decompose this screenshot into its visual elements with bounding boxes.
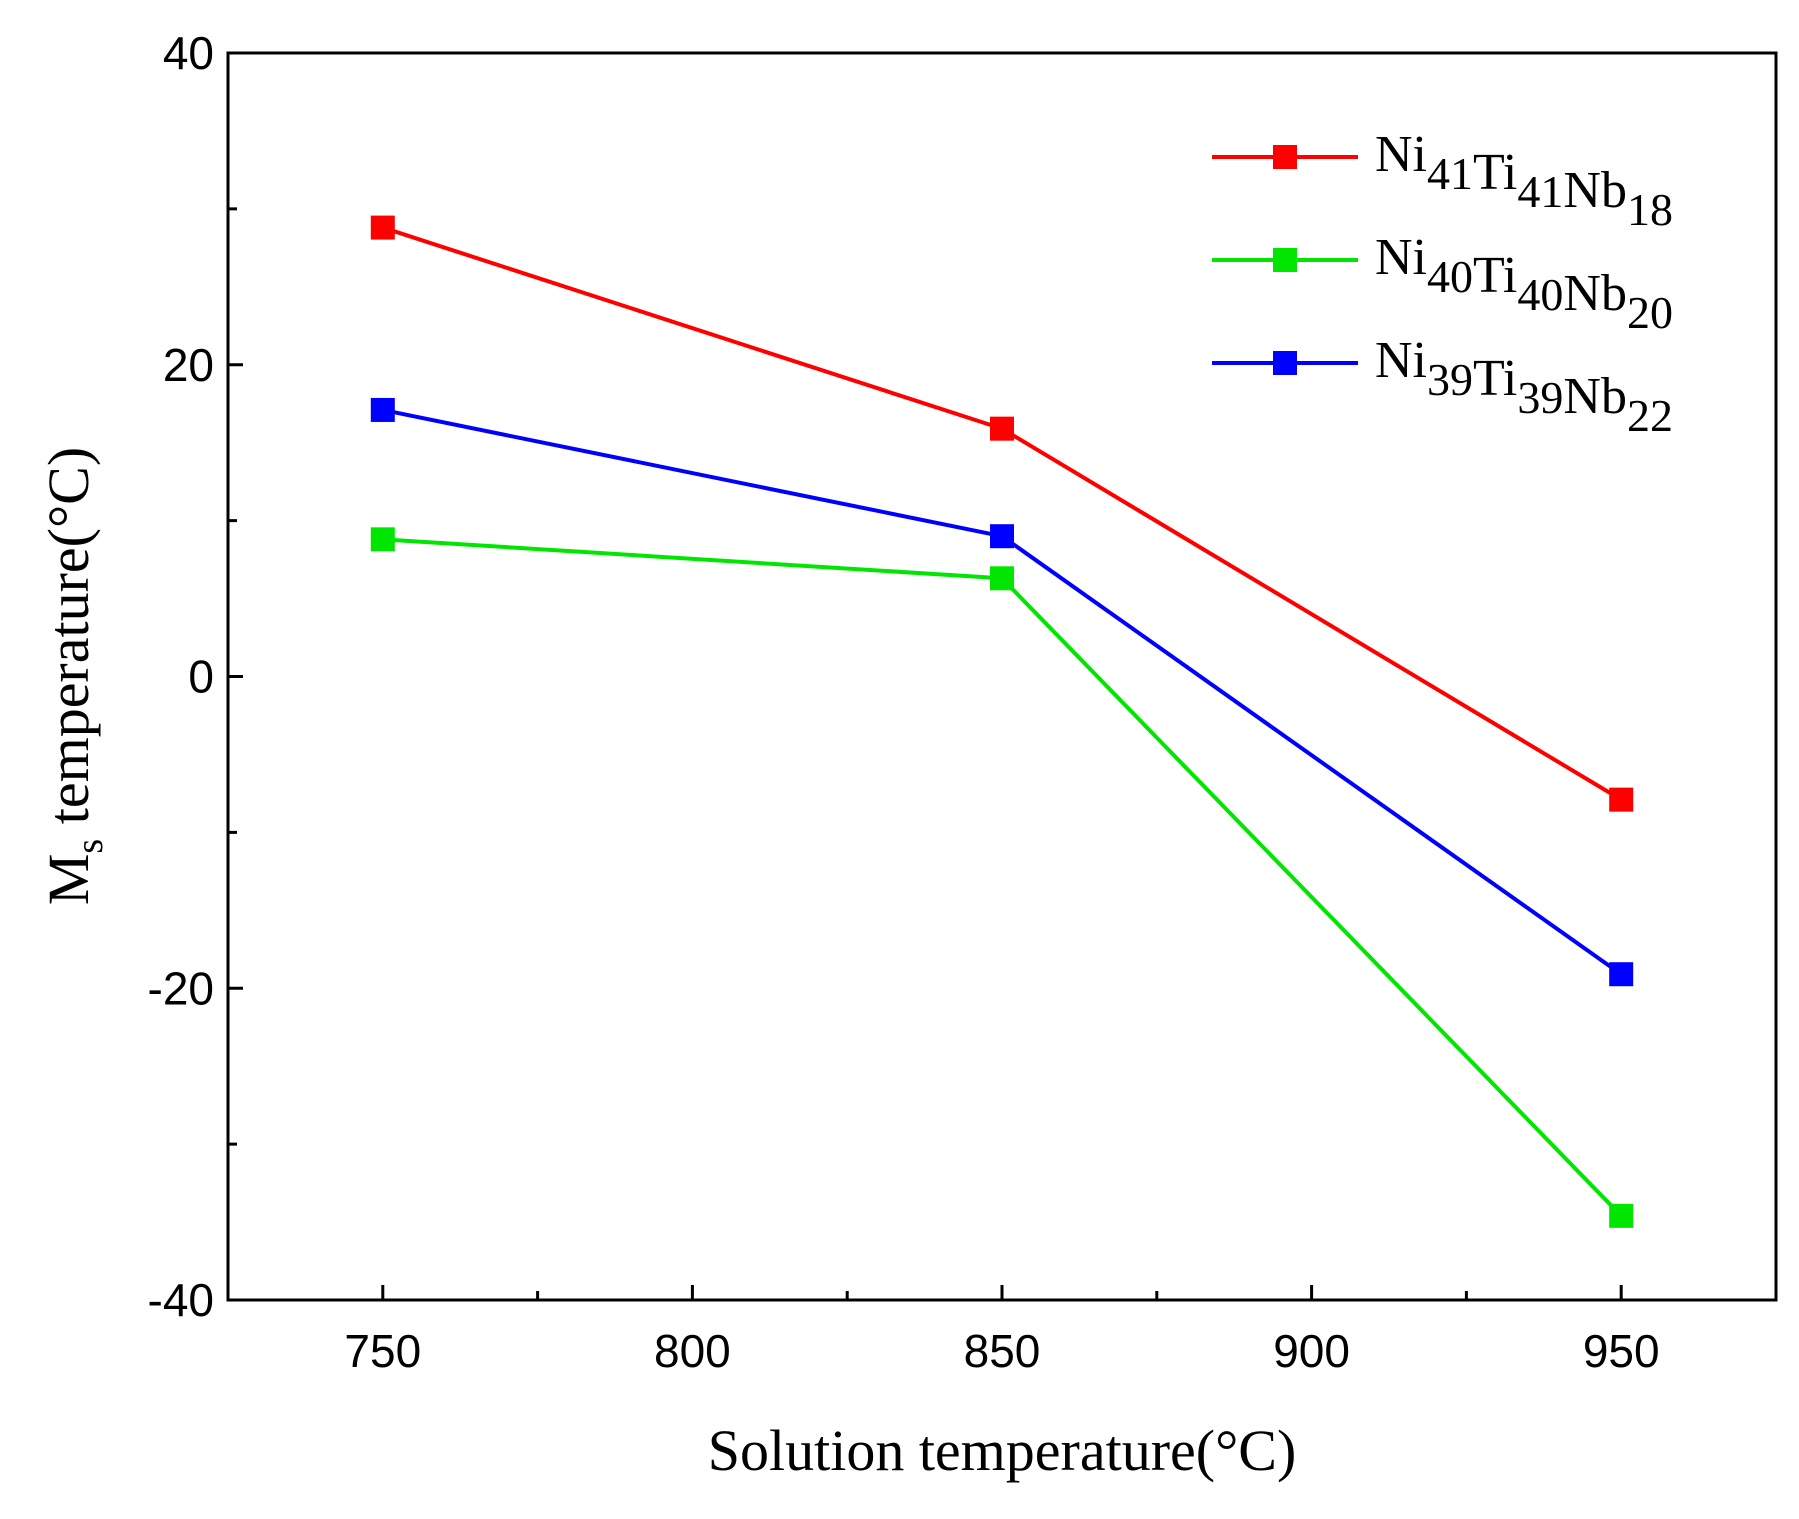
legend-label-element: Nb [1563,265,1627,322]
legend-marker [1273,248,1297,272]
series-layer [370,215,1634,1228]
y-axis-title: Ms temperature(°C) [36,447,111,905]
legend-label-element: Ni [1375,229,1427,286]
data-point [370,527,395,552]
y-axis: -40 -20 0 20 40 [148,27,243,1326]
legend-label-subscript: 40 [1517,269,1563,320]
legend-label-subscript: 41 [1517,166,1563,217]
y-tick-label: 40 [163,27,214,79]
legend-label-subscript: 39 [1427,354,1473,405]
legend-label-subscript: 18 [1627,184,1673,235]
data-point [1609,1203,1634,1228]
data-point [990,416,1014,441]
data-point [370,397,395,422]
legend-label-element: Ti [1473,350,1517,407]
legend-label-subscript: 22 [1627,390,1673,441]
x-tick-label: 750 [344,1325,421,1377]
legend-label-subscript: 41 [1427,148,1473,199]
data-point [1609,787,1634,812]
legend-label-subscript: 40 [1427,251,1473,302]
y-axis-title-sub: s [69,839,111,854]
legend-label-subscript: 20 [1627,287,1673,338]
legend-label: Ni41Ti41Nb18 [1375,126,1673,235]
data-point [990,566,1014,591]
legend-label-element: Ni [1375,332,1427,389]
y-tick-label: -20 [148,962,214,1014]
legend-label-element: Ni [1375,126,1427,183]
x-tick-label: 900 [1273,1325,1350,1377]
x-axis-title: Solution temperature(°C) [708,1418,1297,1483]
legend-label-element: Ti [1473,144,1517,201]
x-axis: 750 800 850 900 950 [344,1285,1660,1377]
series-line-3 [382,407,1623,976]
x-tick-label: 850 [964,1325,1041,1377]
y-axis-title-rest: temperature(°C) [36,447,101,839]
series-line-1 [382,225,1623,802]
data-point [990,524,1014,549]
x-tick-label: 950 [1583,1325,1660,1377]
y-tick-label: -40 [148,1274,214,1326]
legend-label-element: Nb [1563,162,1627,219]
legend-label: Ni40Ti40Nb20 [1375,229,1673,338]
data-point [1609,962,1634,987]
legend-label: Ni39Ti39Nb22 [1375,332,1673,441]
data-point [370,215,395,240]
plot-frame [226,51,1778,1302]
y-tick-label: 0 [188,651,214,703]
legend-label-element: Ti [1473,247,1517,304]
legend-marker [1273,145,1297,169]
legend-marker [1273,351,1297,375]
legend-label-element: Nb [1563,368,1627,425]
y-axis-title-main: M [36,854,101,906]
series-line-2 [382,537,1623,1218]
x-tick-label: 800 [654,1325,731,1377]
y-tick-label: 20 [163,339,214,391]
legend-label-subscript: 39 [1517,372,1563,423]
